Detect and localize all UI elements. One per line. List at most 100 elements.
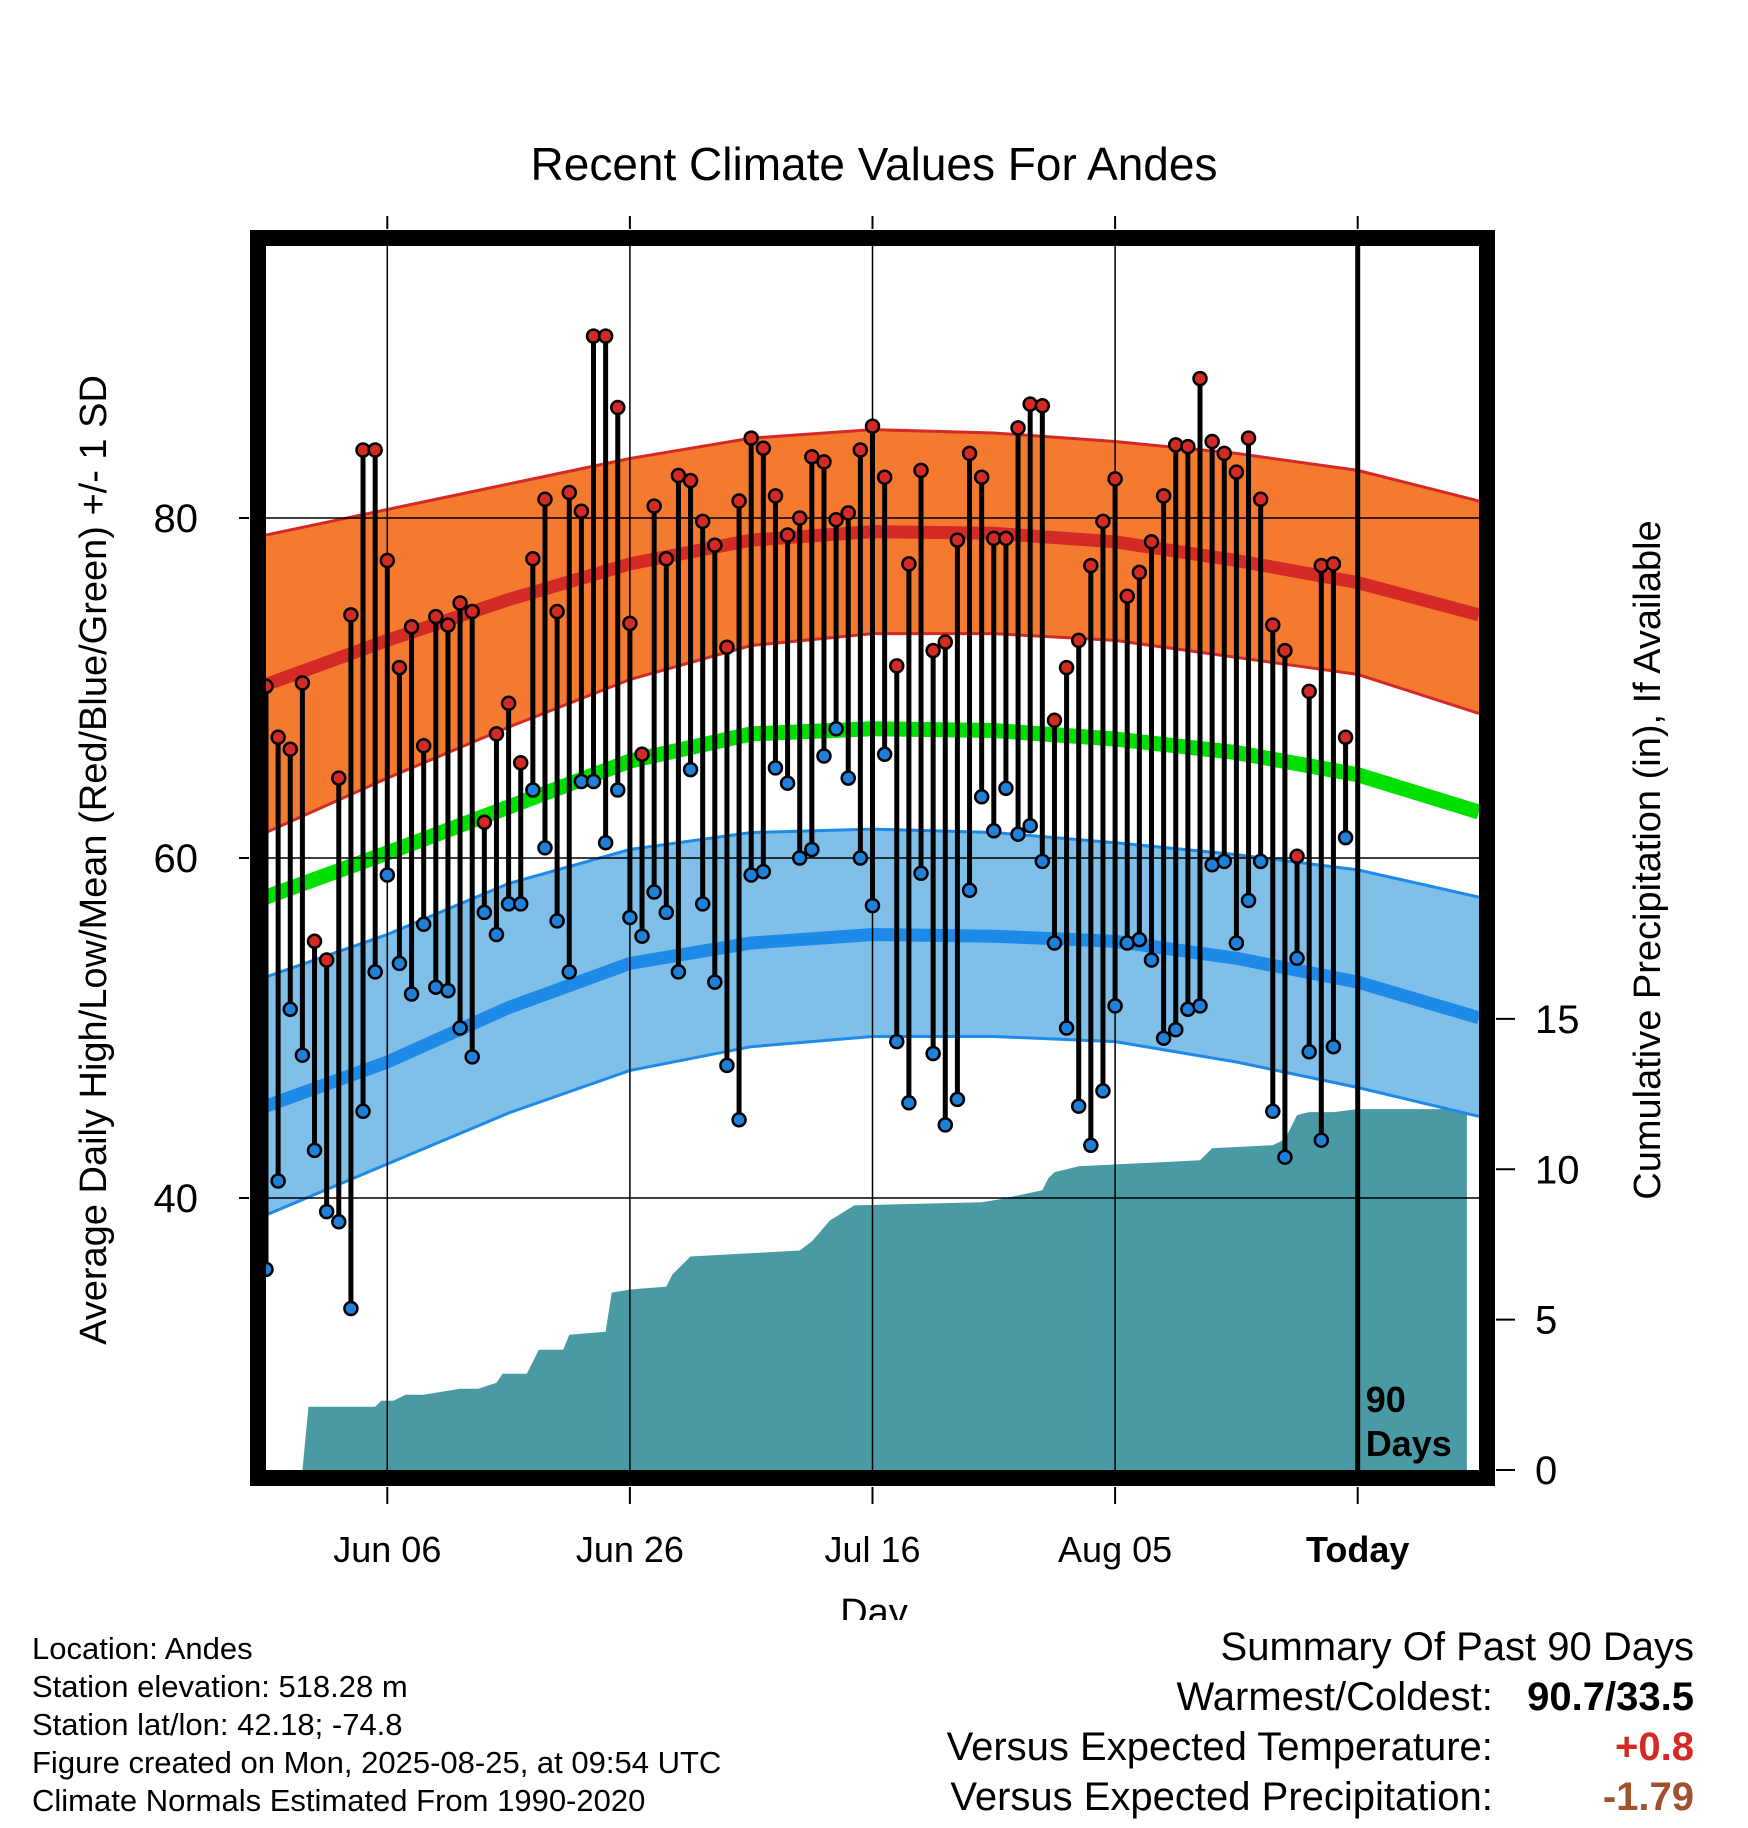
daily-high-point xyxy=(500,695,517,712)
daily-high-point xyxy=(634,746,650,763)
daily-low-point xyxy=(294,1047,311,1063)
summary-panel: Summary Of Past 90 Days Warmest/Coldest:… xyxy=(794,1622,1694,1822)
y2-axis-label: Cumulative Precipitation (in), If Availa… xyxy=(1627,520,1669,1199)
daily-high-point xyxy=(331,770,347,786)
created-text: Figure created on Mon, 2025-08-25, at 09… xyxy=(32,1745,722,1780)
daily-low-point xyxy=(282,1001,299,1018)
daily-high-point xyxy=(1058,659,1075,676)
daily-low-point xyxy=(331,1214,347,1230)
daily-high-point xyxy=(318,952,335,968)
daily-high-point xyxy=(1070,632,1087,649)
daily-high-point xyxy=(1010,420,1026,436)
precip-value: -1.79 xyxy=(1602,1775,1694,1819)
latlon-text: Station lat/lon: 42.18; -74.8 xyxy=(32,1707,403,1742)
daily-low-point xyxy=(464,1049,480,1065)
daily-high-point xyxy=(961,445,978,462)
daily-low-point xyxy=(1083,1137,1099,1154)
elevation-text: Station elevation: 518.28 m xyxy=(32,1669,408,1704)
daily-low-point xyxy=(391,955,408,972)
temp-value: +0.8 xyxy=(1615,1725,1694,1769)
daily-low-point xyxy=(1301,1044,1317,1060)
daily-high-point xyxy=(925,642,941,659)
x-tick-label: Jun 26 xyxy=(576,1529,684,1570)
climate-chart: Recent Climate Values For Andes 90 Days 40… xyxy=(73,138,1669,1620)
daily-low-point xyxy=(731,1112,747,1128)
x-axis-label: Day xyxy=(840,1592,908,1620)
daily-high-point xyxy=(1034,398,1051,414)
daily-high-point xyxy=(610,399,626,416)
precip-label: Versus Expected Precipitation: xyxy=(950,1775,1493,1819)
daily-low-point xyxy=(925,1045,941,1062)
daily-high-point xyxy=(1265,617,1281,633)
daily-high-point xyxy=(1180,438,1196,455)
daily-high-point xyxy=(1216,445,1233,462)
daily-high-point xyxy=(694,513,711,530)
daily-high-point xyxy=(973,469,990,485)
warm-cold-value: 90.7/33.5 xyxy=(1527,1675,1694,1719)
summary-warm-cold: Warmest/Coldest: 90.7/33.5 xyxy=(794,1672,1695,1722)
daily-low-point xyxy=(585,773,602,790)
daily-low-point xyxy=(707,974,723,990)
daily-high-point xyxy=(1277,642,1293,659)
station-info: Location: Andes Station elevation: 518.2… xyxy=(32,1630,721,1820)
daily-low-point xyxy=(488,926,505,943)
daily-high-point xyxy=(998,530,1014,547)
summary-title: Summary Of Past 90 Days xyxy=(1220,1625,1694,1669)
daily-low-point xyxy=(876,746,893,763)
today-days-label: 90 Days xyxy=(1366,1379,1452,1464)
daily-high-point xyxy=(913,462,929,479)
daily-low-point xyxy=(1325,1038,1342,1055)
daily-high-point xyxy=(1192,370,1208,387)
daily-low-point xyxy=(1143,952,1160,968)
daily-low-point xyxy=(828,721,844,737)
daily-low-point xyxy=(1192,998,1208,1014)
daily-high-point xyxy=(415,738,432,754)
daily-high-point xyxy=(901,556,917,572)
daily-low-point xyxy=(306,1142,323,1159)
daily-high-point xyxy=(1131,564,1148,581)
daily-high-point xyxy=(646,498,662,514)
daily-low-point xyxy=(767,760,784,776)
daily-high-point xyxy=(864,418,881,434)
plot-area: 90 Days 40 60 80 0 5 10 15 Jun 06 Jun 26 Jul 16 Aug … xyxy=(154,216,1580,1570)
daily-low-point xyxy=(1034,853,1051,870)
daily-low-point xyxy=(1277,1149,1293,1165)
daily-low-point xyxy=(1107,998,1123,1014)
daily-high-point xyxy=(597,328,614,344)
daily-high-point xyxy=(464,603,480,620)
daily-high-point xyxy=(791,510,808,526)
x-tick-label: Jul 16 xyxy=(824,1529,920,1570)
daily-high-point xyxy=(731,493,747,509)
daily-low-point xyxy=(1228,935,1245,951)
daily-low-point xyxy=(864,897,881,914)
daily-low-point xyxy=(537,840,553,856)
daily-low-point xyxy=(1155,1030,1172,1046)
daily-low-point xyxy=(1168,1021,1184,1038)
daily-low-point xyxy=(961,882,978,899)
y2-tick-label: 0 xyxy=(1535,1449,1557,1493)
daily-low-point xyxy=(512,896,529,912)
today-days-label-line: 90 xyxy=(1366,1379,1406,1420)
normals-text: Climate Normals Estimated From 1990-2020 xyxy=(32,1783,646,1818)
daily-low-point xyxy=(901,1095,917,1111)
daily-low-point xyxy=(318,1203,335,1220)
temp-label: Versus Expected Temperature: xyxy=(946,1725,1493,1769)
daily-low-point xyxy=(1070,1098,1087,1114)
daily-high-point xyxy=(937,634,954,650)
daily-high-point xyxy=(1168,437,1184,453)
daily-high-point xyxy=(343,607,359,623)
daily-high-point xyxy=(379,552,396,569)
daily-low-point xyxy=(355,1103,371,1120)
daily-high-point xyxy=(306,933,323,950)
daily-high-point xyxy=(852,442,869,458)
daily-high-point xyxy=(1289,848,1305,865)
daily-low-point xyxy=(1313,1132,1330,1148)
daily-low-point xyxy=(1216,853,1233,870)
daily-high-point xyxy=(294,675,311,691)
daily-high-point xyxy=(1143,534,1160,550)
daily-high-point xyxy=(476,814,493,831)
daily-low-point xyxy=(622,909,638,926)
daily-low-point xyxy=(476,904,493,921)
warm-cold-label: Warmest/Coldest: xyxy=(1176,1675,1493,1719)
y-tick-label: 60 xyxy=(154,837,199,881)
